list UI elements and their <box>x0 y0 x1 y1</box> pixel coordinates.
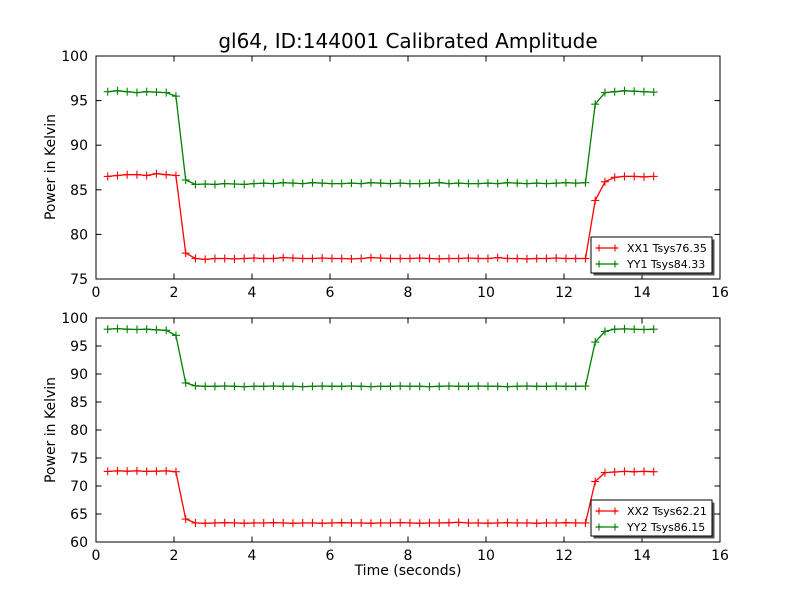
x-tick-label: 14 <box>633 285 651 301</box>
figure-title: gl64, ID:144001 Calibrated Amplitude <box>218 29 598 53</box>
x-tick-label: 12 <box>555 285 573 301</box>
legend-entry-XX2: XX2 Tsys62.21 <box>627 505 707 518</box>
series-YY2 <box>103 324 658 391</box>
legend-entry-XX1: XX1 Tsys76.35 <box>627 242 707 255</box>
y-tick-label: 70 <box>70 479 88 495</box>
x-tick-label: 0 <box>92 548 101 564</box>
y-tick-label: 80 <box>70 227 88 243</box>
x-tick-label: 2 <box>170 548 179 564</box>
y-tick-label: 85 <box>70 183 88 199</box>
y-tick-label: 65 <box>70 507 88 523</box>
series-line <box>107 327 654 388</box>
y-tick-label: 95 <box>70 339 88 355</box>
x-tick-label: 6 <box>326 285 335 301</box>
y-tick-label: 100 <box>61 49 88 65</box>
x-tick-label: 10 <box>477 285 495 301</box>
x-tick-label: 4 <box>248 285 257 301</box>
subplot-1: 0 2 4 6 8 10 12 14 16 75 80 85 90 95 100 XX1 Tsys76.35 Y… <box>61 49 729 301</box>
x-tick-label: 8 <box>404 285 413 301</box>
y-tick-label: 90 <box>70 367 88 383</box>
series-line <box>107 470 654 524</box>
legend: XX2 Tsys62.21 YY2 Tsys86.15 <box>590 499 715 539</box>
y-tick-label: 75 <box>70 272 88 288</box>
x-tick-label: 8 <box>404 548 413 564</box>
legend-entry-YY2: YY2 Tsys86.15 <box>626 521 705 534</box>
x-tick-label: 16 <box>711 285 729 301</box>
x-tick-label: 4 <box>248 548 257 564</box>
legend-entry-YY1: YY1 Tsys84.33 <box>626 258 705 271</box>
x-tick-label: 2 <box>170 285 179 301</box>
series-XX2 <box>103 466 658 528</box>
x-tick-label: 6 <box>326 548 335 564</box>
legend: XX1 Tsys76.35 YY1 Tsys84.33 <box>590 236 715 276</box>
y-tick-label: 100 <box>61 311 88 327</box>
y-tick-label: 60 <box>70 535 88 551</box>
x-tick-label: 16 <box>711 548 729 564</box>
series-YY1 <box>103 86 658 189</box>
subplot-2: 0 2 4 6 8 10 12 14 16 60 65 70 75 80 85 90 95 100 XX2 Tsys… <box>61 311 729 564</box>
y-tick-label: 80 <box>70 423 88 439</box>
y-tick-label: 85 <box>70 395 88 411</box>
legend-box <box>590 499 713 537</box>
x-tick-label: 12 <box>555 548 573 564</box>
y-tick-label: 95 <box>70 94 88 110</box>
legend-box <box>590 236 713 274</box>
x-tick-label: 10 <box>477 548 495 564</box>
y-tick-label: 90 <box>70 138 88 154</box>
x-tick-label: 0 <box>92 285 101 301</box>
series-line <box>107 90 654 186</box>
x-axis-label: Time (seconds) <box>354 563 462 579</box>
y-tick-label: 75 <box>70 451 88 467</box>
series-XX1 <box>103 169 658 264</box>
x-tick-label: 14 <box>633 548 651 564</box>
